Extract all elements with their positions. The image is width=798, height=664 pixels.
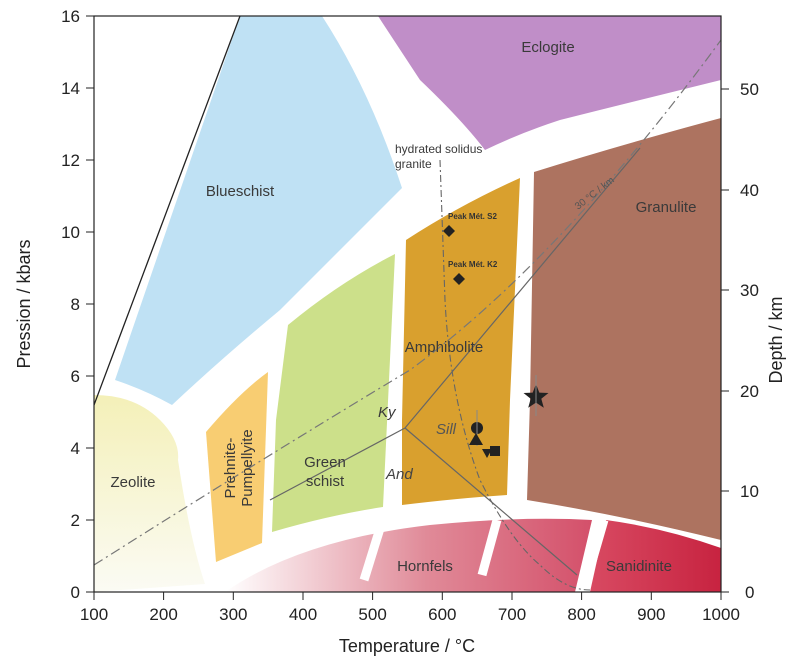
depth-tick-label: 30 (740, 281, 759, 300)
sanidinite-field (590, 520, 721, 592)
depth-tick-label: 20 (740, 382, 759, 401)
kyanite-label: Ky (378, 404, 397, 421)
eclogite-field (378, 16, 721, 150)
sillimanite-label: Sill (436, 421, 457, 438)
hornfels-field (225, 518, 592, 592)
y-tick-label: 2 (71, 511, 80, 530)
y-tick-label: 8 (71, 295, 80, 314)
y-tick-label: 10 (61, 223, 80, 242)
triangle-marker (469, 433, 483, 445)
y-axis-right-title: Depth / km (766, 296, 786, 383)
depth-tick-label: 10 (740, 482, 759, 501)
hornfels-gap-2 (477, 518, 502, 577)
x-tick-label: 1000 (702, 605, 740, 624)
y-tick-label: 0 (71, 583, 80, 602)
y-axis-left: 0 2 4 6 8 10 12 14 16 (61, 7, 94, 602)
hornfels-gap-1 (359, 520, 387, 582)
peak-metamorphism-s2-label: Peak Mét. S2 (448, 212, 497, 221)
y-tick-label: 14 (61, 79, 80, 98)
x-tick-label: 500 (358, 605, 386, 624)
hornfels-gap-3 (581, 518, 609, 584)
x-tick-label: 600 (428, 605, 456, 624)
granulite-field (527, 118, 721, 540)
greenschist-label: Green (304, 454, 346, 471)
hornfels-label: Hornfels (397, 558, 453, 575)
y-axis-left-title: Pression / kbars (14, 239, 34, 368)
x-axis-title: Temperature / °C (339, 636, 475, 656)
andalusite-kyanite-line (269, 427, 406, 501)
hydrated-solidus-label: hydrated solidus (395, 142, 482, 156)
inverted-triangle-marker (482, 449, 492, 458)
blueschist-field (115, 16, 402, 405)
hydrated-solidus-label: granite (395, 157, 432, 171)
y-tick-label: 12 (61, 151, 80, 170)
prehnite-pumpellyite-label: Prehnite- (222, 438, 239, 499)
amphibolite-field (402, 178, 520, 505)
kyanite-sillimanite-line (404, 147, 641, 429)
granulite-label: Granulite (636, 199, 697, 216)
amphibolite-label: Amphibolite (405, 339, 483, 356)
geotherm-line (94, 39, 721, 566)
blueschist-boundary-line (94, 16, 241, 406)
peak-k2-diamond-marker (453, 273, 465, 285)
prehnite-pumpellyite-field (206, 372, 268, 562)
andalusite-sillimanite-line (404, 427, 578, 576)
y-tick-label: 6 (71, 367, 80, 386)
x-axis: 100 200 300 400 500 600 700 800 900 1000 (80, 592, 740, 624)
x-tick-label: 300 (219, 605, 247, 624)
x-tick-label: 200 (149, 605, 177, 624)
zeolite-label: Zeolite (110, 474, 155, 491)
greenschist-field (272, 254, 395, 532)
greenschist-label: schist (306, 473, 345, 490)
x-tick-label: 900 (637, 605, 665, 624)
peak-metamorphism-k2-label: Peak Mét. K2 (448, 260, 498, 269)
peak-s2-diamond-marker (443, 225, 455, 237)
x-tick-label: 800 (567, 605, 595, 624)
depth-tick-label: 0 (745, 583, 754, 602)
depth-tick-label: 40 (740, 181, 759, 200)
y-tick-label: 16 (61, 7, 80, 26)
depth-tick-label: 50 (740, 80, 759, 99)
y-axis-right: 0 10 20 30 40 50 (721, 80, 759, 602)
x-tick-label: 400 (289, 605, 317, 624)
x-tick-label: 100 (80, 605, 108, 624)
sanidinite-label: Sanidinite (606, 558, 672, 575)
zeolite-field (94, 395, 205, 592)
prehnite-pumpellyite-label: Pumpellyite (239, 429, 256, 507)
x-tick-label: 700 (498, 605, 526, 624)
andalusite-label: And (385, 466, 413, 483)
blueschist-label: Blueschist (206, 183, 275, 200)
eclogite-label: Eclogite (521, 39, 574, 56)
square-marker (490, 446, 500, 456)
y-tick-label: 4 (71, 439, 80, 458)
